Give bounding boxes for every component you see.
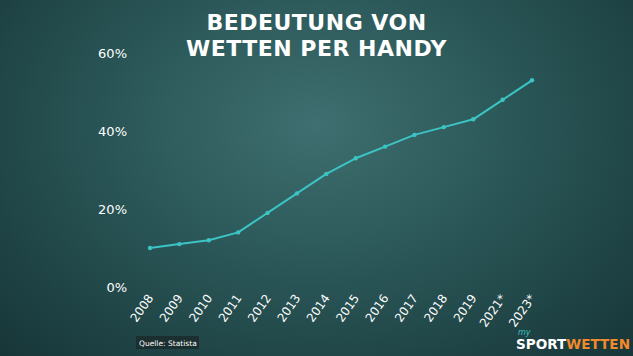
data-point bbox=[207, 238, 211, 242]
x-tick-label: 2018 bbox=[421, 292, 450, 325]
data-point bbox=[148, 246, 152, 250]
x-tick-label: 2021* bbox=[477, 292, 509, 330]
y-tick-label: 20% bbox=[98, 202, 127, 217]
x-tick-label: 2014 bbox=[304, 292, 333, 325]
logo-part: SPORT bbox=[516, 336, 567, 352]
x-tick-label: 2012 bbox=[245, 292, 274, 325]
x-tick-label: 2023* bbox=[506, 292, 538, 330]
x-tick-label: 2017 bbox=[392, 292, 421, 325]
y-tick-label: 0% bbox=[106, 280, 127, 295]
data-point bbox=[353, 156, 357, 160]
x-tick-label: 2008 bbox=[127, 292, 156, 325]
data-point bbox=[324, 172, 328, 176]
data-point bbox=[236, 230, 240, 234]
logo-part: WETTEN bbox=[566, 336, 630, 352]
data-point bbox=[412, 133, 416, 137]
x-tick-label: 2009 bbox=[157, 292, 186, 325]
y-tick-label: 60% bbox=[98, 46, 127, 61]
x-tick-label: 2015 bbox=[333, 292, 362, 325]
x-tick-label: 2010 bbox=[186, 292, 215, 325]
data-point bbox=[265, 211, 269, 215]
data-point bbox=[530, 78, 534, 82]
data-line bbox=[150, 80, 532, 248]
x-tick-label: 2011 bbox=[216, 292, 245, 325]
title: BEDEUTUNG VON WETTEN PER HANDY bbox=[172, 10, 462, 62]
data-point bbox=[500, 98, 504, 102]
source-box bbox=[136, 336, 199, 349]
data-point bbox=[177, 242, 181, 246]
logo: SPORTWETTEN bbox=[516, 336, 630, 352]
x-tick-label: 2013 bbox=[274, 292, 303, 325]
data-point bbox=[295, 191, 299, 195]
data-point bbox=[442, 125, 446, 129]
data-point bbox=[471, 117, 475, 121]
data-point bbox=[383, 144, 387, 148]
source: Quelle: Statista bbox=[139, 339, 197, 348]
x-tick-label: 2019 bbox=[451, 292, 480, 325]
title-wrap: BEDEUTUNG VON WETTEN PER HANDY bbox=[0, 10, 633, 62]
y-tick-label: 40% bbox=[98, 124, 127, 139]
x-tick-label: 2016 bbox=[363, 292, 392, 325]
plot-area bbox=[148, 78, 534, 250]
